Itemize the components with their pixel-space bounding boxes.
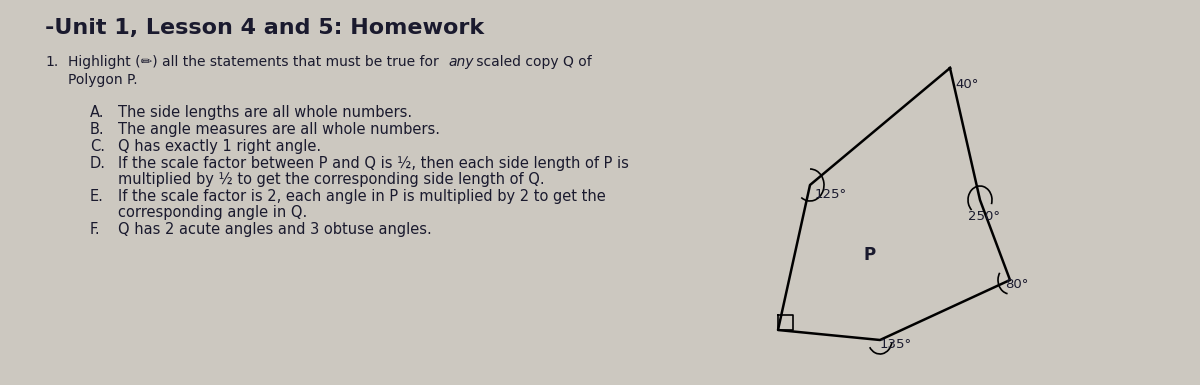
Text: 135°: 135°: [880, 338, 912, 351]
Text: 250°: 250°: [968, 210, 1000, 223]
Text: If the scale factor is 2, each angle in P is multiplied by 2 to get the: If the scale factor is 2, each angle in …: [118, 189, 606, 204]
Text: B.: B.: [90, 122, 104, 137]
Text: corresponding angle in Q.: corresponding angle in Q.: [118, 205, 307, 220]
Text: 1.: 1.: [46, 55, 59, 69]
Text: D.: D.: [90, 156, 106, 171]
Text: The side lengths are all whole numbers.: The side lengths are all whole numbers.: [118, 105, 412, 120]
Text: Q has exactly 1 right angle.: Q has exactly 1 right angle.: [118, 139, 322, 154]
Text: E.: E.: [90, 189, 104, 204]
Text: If the scale factor between P and Q is ½, then each side length of P is: If the scale factor between P and Q is ½…: [118, 156, 629, 171]
Text: -Unit 1, Lesson 4 and 5: Homework: -Unit 1, Lesson 4 and 5: Homework: [46, 18, 484, 38]
Text: 125°: 125°: [815, 188, 847, 201]
Text: Q has 2 acute angles and 3 obtuse angles.: Q has 2 acute angles and 3 obtuse angles…: [118, 222, 432, 237]
Text: multiplied by ½ to get the corresponding side length of Q.: multiplied by ½ to get the corresponding…: [118, 172, 545, 187]
Text: A.: A.: [90, 105, 104, 120]
Text: 40°: 40°: [955, 78, 978, 91]
Text: F.: F.: [90, 222, 101, 237]
Text: Polygon P.: Polygon P.: [68, 73, 138, 87]
Text: The angle measures are all whole numbers.: The angle measures are all whole numbers…: [118, 122, 440, 137]
Text: P: P: [864, 246, 876, 264]
Text: C.: C.: [90, 139, 106, 154]
Text: Highlight (✏) all the statements that must be true for: Highlight (✏) all the statements that mu…: [68, 55, 443, 69]
Text: any: any: [448, 55, 474, 69]
Text: 80°: 80°: [1006, 278, 1028, 291]
Text: scaled copy Q of: scaled copy Q of: [472, 55, 592, 69]
